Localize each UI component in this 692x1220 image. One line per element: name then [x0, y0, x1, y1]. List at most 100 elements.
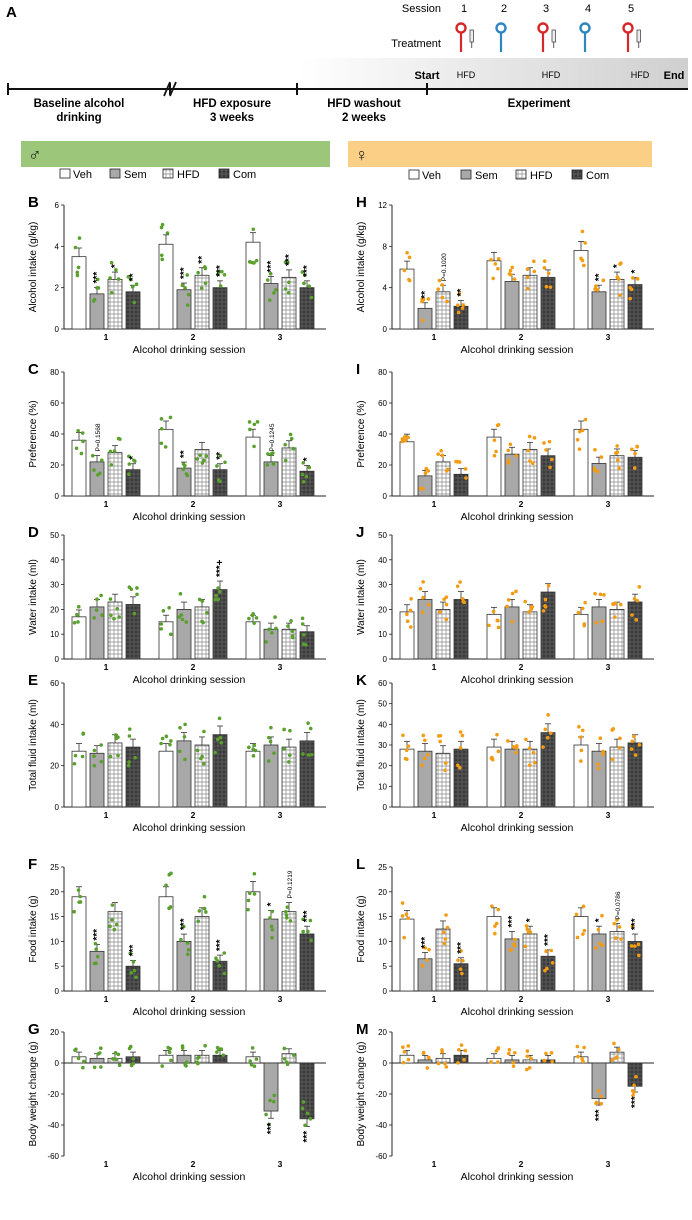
bar-sem: [176, 1054, 192, 1064]
data-point: [108, 449, 113, 454]
data-point: [195, 748, 200, 753]
legend-male: Veh Sem HFD Com: [59, 168, 256, 181]
data-point: [457, 292, 461, 296]
data-point: [82, 1059, 86, 1064]
data-point: [131, 960, 136, 964]
y-tick-label: 40: [378, 720, 387, 729]
chart-panel-c: C Preference (%) 0 20 40 60 80 P=0.1568 * 1 ** ** 2 P…: [28, 361, 326, 523]
bar-veh: [245, 891, 261, 992]
bar-hfd: [281, 628, 297, 660]
data-point: [593, 447, 597, 452]
p-value-annotation: P=0.1245: [269, 423, 276, 451]
data-point: [514, 743, 519, 748]
data-point: [95, 954, 100, 959]
data-point: [185, 273, 190, 277]
bar-hfd: [609, 609, 625, 660]
data-point: [637, 953, 641, 958]
data-point: [264, 1112, 268, 1117]
data-point: [422, 756, 427, 761]
x-tick-label: 2: [519, 332, 524, 342]
x-axis-label: Alcohol drinking session: [133, 511, 246, 523]
x-tick-label: 3: [606, 332, 611, 342]
x-axis-label: Alcohol drinking session: [133, 1171, 246, 1183]
data-point: [98, 471, 102, 476]
x-tick-label: 1: [104, 662, 109, 672]
data-point: [284, 909, 288, 914]
y-tick-label: 0: [55, 987, 60, 996]
bar-com: [212, 287, 228, 330]
data-point: [169, 1058, 173, 1063]
data-point: [444, 595, 449, 599]
data-point: [443, 768, 447, 773]
data-point: [95, 597, 99, 601]
data-point: [610, 728, 614, 732]
data-point: [455, 460, 460, 464]
data-point: [514, 750, 518, 755]
data-point: [421, 733, 426, 738]
data-point: [74, 446, 79, 451]
data-point: [309, 295, 314, 300]
data-point: [204, 454, 209, 458]
bar-com: [453, 305, 469, 330]
data-point: [72, 909, 76, 914]
data-point: [461, 958, 465, 963]
data-point: [439, 448, 443, 453]
data-point: [301, 929, 305, 934]
bar-com: [453, 1054, 469, 1064]
data-point: [408, 625, 413, 629]
data-point: [582, 1045, 586, 1050]
data-point: [441, 930, 446, 935]
y-tick-label: 40: [378, 430, 387, 439]
data-point: [282, 1057, 287, 1061]
bar-com: [453, 599, 469, 660]
hfd-label: HFD: [542, 70, 561, 80]
data-point: [513, 937, 517, 942]
data-point: [109, 613, 113, 618]
data-point: [528, 763, 532, 768]
chart-panel-g: G Body weight change (g) -60 -40 -20 0 20 1 2 ***…: [28, 1021, 326, 1183]
data-point: [72, 761, 77, 766]
x-tick-label: 1: [104, 332, 109, 342]
data-point: [582, 928, 587, 933]
significance-marker: ***: [594, 1109, 605, 1121]
data-point: [581, 932, 585, 936]
data-point: [495, 423, 500, 428]
data-point: [291, 446, 296, 451]
bar-hfd: [194, 606, 210, 660]
significance-marker: ***: [215, 265, 226, 277]
data-point: [511, 942, 516, 946]
bar-sem: [504, 748, 520, 808]
data-point: [524, 737, 528, 742]
data-point: [593, 591, 597, 596]
data-point: [219, 1047, 224, 1051]
data-point: [580, 728, 585, 733]
data-point: [222, 951, 227, 955]
bar-sem: [89, 293, 105, 330]
significance-marker: ***: [302, 265, 313, 277]
data-point: [599, 1101, 604, 1106]
data-point: [268, 1098, 272, 1103]
data-point: [289, 436, 294, 441]
data-point: [511, 1064, 516, 1068]
legend-swatch-hfd: [515, 169, 527, 180]
bar-sem: [263, 1062, 279, 1112]
y-axis-label: Food intake (g): [356, 895, 367, 962]
data-point: [579, 748, 584, 753]
y-tick-label: 10: [50, 937, 59, 946]
data-point: [76, 265, 81, 270]
significance-marker: ***: [284, 254, 295, 266]
data-point: [108, 276, 112, 280]
significance-marker: ***: [630, 1096, 641, 1108]
legend-label-veh: Veh: [422, 170, 441, 182]
data-point: [618, 602, 623, 607]
data-point: [134, 282, 139, 287]
significance-marker: ***: [179, 267, 190, 279]
y-tick-label: 30: [378, 581, 387, 590]
significance-marker: ***: [302, 910, 313, 922]
data-point: [629, 747, 634, 751]
data-point: [161, 609, 166, 613]
significance-marker: **: [179, 450, 190, 458]
data-point: [510, 591, 515, 596]
data-point: [92, 754, 96, 759]
